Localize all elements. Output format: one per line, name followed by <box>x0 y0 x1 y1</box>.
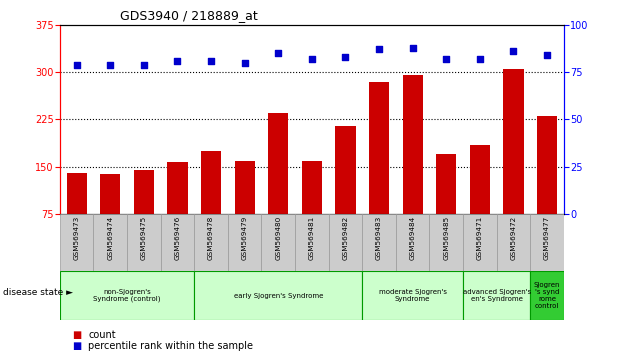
Text: GSM569476: GSM569476 <box>175 216 180 260</box>
Text: advanced Sjogren's
en's Syndrome: advanced Sjogren's en's Syndrome <box>462 289 530 302</box>
FancyBboxPatch shape <box>530 271 564 320</box>
Text: count: count <box>88 330 116 339</box>
FancyBboxPatch shape <box>463 214 496 271</box>
FancyBboxPatch shape <box>362 214 396 271</box>
Text: moderate Sjogren's
Syndrome: moderate Sjogren's Syndrome <box>379 289 447 302</box>
Bar <box>201 151 221 262</box>
Bar <box>537 116 557 262</box>
Point <box>508 48 518 54</box>
Text: GSM569485: GSM569485 <box>444 216 449 260</box>
Point <box>475 56 485 62</box>
FancyBboxPatch shape <box>362 271 463 320</box>
FancyBboxPatch shape <box>295 214 329 271</box>
FancyBboxPatch shape <box>329 214 362 271</box>
Text: GSM569477: GSM569477 <box>544 216 550 260</box>
Text: GSM569472: GSM569472 <box>510 216 517 260</box>
Text: ■: ■ <box>72 341 82 351</box>
Text: GSM569478: GSM569478 <box>208 216 214 260</box>
Bar <box>436 154 456 262</box>
Text: early Sjogren's Syndrome: early Sjogren's Syndrome <box>234 293 323 298</box>
Point <box>374 47 384 52</box>
FancyBboxPatch shape <box>93 214 127 271</box>
Text: GDS3940 / 218889_at: GDS3940 / 218889_at <box>120 9 258 22</box>
Bar <box>100 175 120 262</box>
FancyBboxPatch shape <box>60 214 93 271</box>
Text: GSM569481: GSM569481 <box>309 216 315 260</box>
Text: GSM569479: GSM569479 <box>242 216 248 260</box>
FancyBboxPatch shape <box>161 214 194 271</box>
Point <box>408 45 418 50</box>
Text: percentile rank within the sample: percentile rank within the sample <box>88 341 253 351</box>
Text: non-Sjogren's
Syndrome (control): non-Sjogren's Syndrome (control) <box>93 289 161 302</box>
FancyBboxPatch shape <box>194 271 362 320</box>
Bar <box>503 69 524 262</box>
FancyBboxPatch shape <box>496 214 530 271</box>
Point <box>307 56 317 62</box>
FancyBboxPatch shape <box>228 214 261 271</box>
Point <box>72 62 82 67</box>
Text: GSM569473: GSM569473 <box>74 216 79 260</box>
Text: GSM569484: GSM569484 <box>410 216 416 260</box>
Text: GSM569471: GSM569471 <box>477 216 483 260</box>
Text: GSM569474: GSM569474 <box>107 216 113 260</box>
Text: ■: ■ <box>72 330 82 339</box>
Text: GSM569483: GSM569483 <box>376 216 382 260</box>
Text: GSM569475: GSM569475 <box>141 216 147 260</box>
Point <box>441 56 451 62</box>
Point <box>273 50 284 56</box>
Bar <box>134 170 154 262</box>
Bar <box>335 126 355 262</box>
FancyBboxPatch shape <box>261 214 295 271</box>
FancyBboxPatch shape <box>463 271 530 320</box>
Text: disease state ►: disease state ► <box>3 287 73 297</box>
Text: GSM569482: GSM569482 <box>343 216 348 260</box>
FancyBboxPatch shape <box>430 214 463 271</box>
FancyBboxPatch shape <box>530 214 564 271</box>
FancyBboxPatch shape <box>194 214 228 271</box>
Bar <box>470 145 490 262</box>
Bar <box>302 160 322 262</box>
FancyBboxPatch shape <box>396 214 430 271</box>
Point <box>340 54 350 60</box>
Point <box>542 52 552 58</box>
Point <box>173 58 183 64</box>
Bar <box>168 162 188 262</box>
Bar <box>67 173 87 262</box>
Point <box>206 58 216 64</box>
FancyBboxPatch shape <box>127 214 161 271</box>
FancyBboxPatch shape <box>60 271 194 320</box>
Bar <box>234 160 255 262</box>
Text: Sjogren
's synd
rome
control: Sjogren 's synd rome control <box>534 282 560 309</box>
Point <box>105 62 115 67</box>
Point <box>139 62 149 67</box>
Bar <box>369 81 389 262</box>
Point <box>239 60 249 65</box>
Text: GSM569480: GSM569480 <box>275 216 281 260</box>
Bar <box>403 75 423 262</box>
Bar <box>268 113 289 262</box>
